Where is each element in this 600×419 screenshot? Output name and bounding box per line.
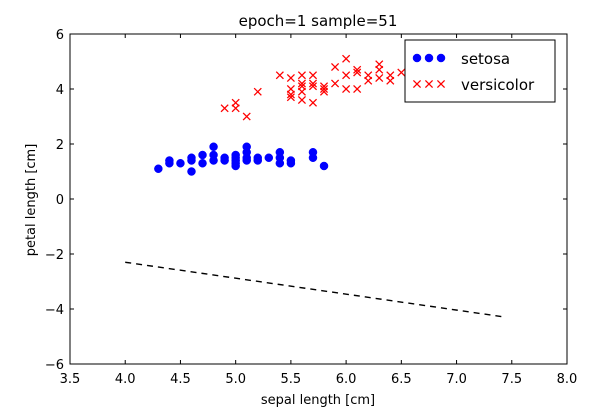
setosa-point	[198, 150, 207, 160]
y-tick-label: 2	[56, 138, 64, 153]
versicolor-point	[308, 79, 318, 88]
chart-title: epoch=1 sample=51	[239, 12, 398, 30]
y-tick-label: 0	[56, 193, 64, 208]
versicolor-point	[297, 95, 306, 105]
setosa-point	[275, 148, 285, 157]
setosa-point	[209, 150, 218, 160]
legend-marker-versicolor	[412, 79, 422, 89]
versicolor-point	[353, 65, 362, 74]
setosa-point	[154, 164, 163, 173]
setosa-point	[187, 153, 196, 162]
versicolor-point	[331, 62, 340, 72]
versicolor-point	[231, 98, 240, 107]
y-tick-label: 6	[56, 28, 64, 43]
x-tick-label: 6.5	[391, 372, 412, 387]
versicolor-point	[397, 68, 406, 77]
y-tick-label: −6	[45, 358, 64, 373]
setosa-point	[231, 150, 240, 160]
versicolor-point	[353, 84, 362, 94]
versicolor-point	[342, 84, 351, 94]
plot-area: 3.5 4.0 4.5 5.0 5.5 6.0 6.5 7.0 7.5 8.0 −6 −4 −2 0 2 4 6	[45, 28, 578, 387]
x-tick-label: 3.5	[60, 372, 81, 387]
decision-boundary-line	[125, 261, 507, 318]
x-tick-label: 4.0	[115, 372, 136, 387]
setosa-point	[220, 153, 229, 162]
x-tick-label: 5.5	[281, 372, 302, 387]
y-tick-label: −2	[45, 248, 64, 263]
legend-label-versicolor: versicolor	[461, 76, 535, 94]
legend-marker-versicolor	[424, 79, 434, 89]
versicolor-point	[242, 112, 251, 121]
setosa-point	[165, 156, 174, 165]
versicolor-point	[342, 54, 351, 63]
versicolor-point	[386, 71, 395, 80]
setosa-point	[319, 161, 329, 171]
versicolor-point	[253, 87, 262, 96]
legend-marker-versicolor	[436, 79, 446, 89]
legend-marker-setosa	[412, 53, 422, 63]
versicolor-point	[319, 84, 329, 94]
versicolor-point	[286, 93, 295, 102]
legend-marker-setosa	[436, 53, 446, 63]
versicolor-point	[275, 71, 284, 80]
versicolor-point	[220, 104, 229, 113]
versicolor-point	[364, 71, 373, 80]
setosa-point	[209, 142, 218, 151]
versicolor-point	[297, 71, 306, 80]
versicolor-point	[308, 71, 318, 80]
x-axis-label: sepal length [cm]	[261, 393, 375, 408]
y-tick-label: 4	[56, 83, 64, 98]
versicolor-point	[286, 84, 295, 94]
versicolor-point	[286, 73, 295, 83]
versicolor-point	[319, 82, 329, 91]
x-tick-label: 8.0	[557, 372, 578, 387]
versicolor-point	[375, 60, 384, 69]
x-tick-label: 6.0	[336, 372, 357, 387]
versicolor-point	[297, 79, 306, 88]
setosa-point	[187, 167, 196, 176]
legend-marker-setosa	[424, 53, 434, 63]
y-axis-label: petal length [cm]	[24, 144, 39, 257]
setosa-point	[176, 159, 185, 168]
setosa-point	[286, 156, 296, 165]
setosa-point	[242, 142, 251, 151]
setosa-point	[308, 148, 318, 157]
versicolor-point	[308, 98, 318, 107]
versicolor-point	[297, 82, 306, 91]
legend-label-setosa: setosa	[461, 50, 510, 68]
x-tick-label: 7.0	[446, 372, 467, 387]
setosa-point	[198, 159, 207, 168]
versicolor-point	[375, 73, 384, 83]
versicolor-point	[308, 82, 318, 91]
y-tick-label: −4	[45, 303, 64, 318]
versicolor-point	[342, 71, 351, 80]
x-tick-label: 4.5	[170, 372, 191, 387]
versicolor-point	[331, 79, 340, 88]
setosa-point	[253, 153, 263, 162]
versicolor-point	[353, 68, 362, 77]
setosa-point	[264, 153, 274, 162]
x-tick-label: 7.5	[501, 372, 522, 387]
x-tick-label: 5.0	[225, 372, 246, 387]
legend: setosa versicolor	[404, 39, 556, 103]
legend-box	[404, 39, 556, 103]
